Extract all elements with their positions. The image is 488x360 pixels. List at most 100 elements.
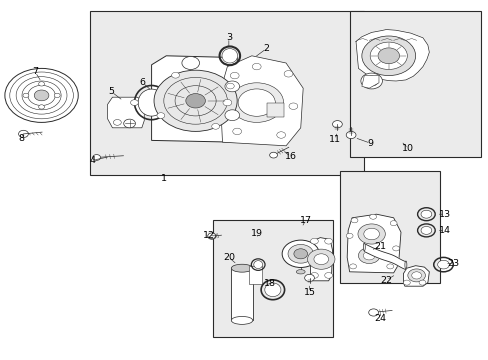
Circle shape: [437, 260, 448, 269]
Circle shape: [332, 121, 342, 128]
Circle shape: [171, 72, 179, 78]
Circle shape: [392, 246, 399, 251]
Circle shape: [288, 103, 297, 109]
Circle shape: [363, 228, 379, 240]
Circle shape: [130, 100, 138, 105]
Circle shape: [411, 272, 421, 279]
Text: 9: 9: [367, 139, 373, 148]
Circle shape: [224, 110, 239, 121]
Polygon shape: [355, 30, 428, 81]
Polygon shape: [231, 268, 252, 320]
Circle shape: [377, 48, 399, 64]
Polygon shape: [107, 97, 144, 128]
Circle shape: [123, 119, 135, 128]
Circle shape: [238, 89, 275, 116]
Polygon shape: [364, 244, 405, 270]
Text: 3: 3: [225, 33, 231, 42]
Ellipse shape: [138, 89, 164, 116]
Circle shape: [93, 154, 101, 160]
Circle shape: [154, 70, 237, 131]
Text: 18: 18: [264, 279, 276, 288]
Text: 20: 20: [223, 253, 234, 262]
Circle shape: [269, 152, 277, 158]
Circle shape: [369, 42, 407, 69]
Text: 6: 6: [140, 78, 145, 87]
Circle shape: [324, 273, 332, 278]
Circle shape: [39, 105, 44, 109]
Circle shape: [230, 72, 239, 79]
Circle shape: [113, 120, 121, 125]
Circle shape: [358, 248, 379, 264]
Circle shape: [350, 218, 357, 223]
Circle shape: [369, 310, 377, 315]
Circle shape: [287, 244, 313, 263]
Text: 4: 4: [90, 156, 96, 165]
Bar: [266, 103, 283, 117]
Text: 22: 22: [380, 276, 391, 284]
Circle shape: [223, 99, 231, 106]
Circle shape: [211, 123, 219, 129]
Polygon shape: [361, 76, 378, 88]
Circle shape: [357, 224, 385, 244]
Ellipse shape: [363, 243, 365, 251]
Ellipse shape: [231, 264, 252, 272]
Circle shape: [23, 93, 29, 98]
Bar: [349, 11, 480, 157]
Circle shape: [5, 68, 78, 122]
Polygon shape: [249, 266, 261, 284]
Circle shape: [346, 131, 355, 139]
Circle shape: [252, 63, 261, 70]
Circle shape: [232, 128, 241, 135]
Circle shape: [224, 81, 239, 92]
Ellipse shape: [264, 283, 280, 297]
Circle shape: [310, 238, 318, 244]
Circle shape: [284, 71, 292, 77]
Circle shape: [229, 83, 283, 122]
Polygon shape: [403, 266, 428, 286]
Circle shape: [304, 274, 314, 282]
Polygon shape: [151, 56, 239, 142]
Text: 23: 23: [447, 259, 459, 268]
Circle shape: [19, 130, 28, 138]
Circle shape: [39, 82, 44, 86]
Bar: [339, 171, 439, 283]
Text: 19: 19: [250, 230, 262, 239]
Circle shape: [207, 234, 215, 239]
Circle shape: [282, 240, 319, 267]
Ellipse shape: [222, 49, 237, 63]
Circle shape: [226, 83, 234, 89]
Text: 12: 12: [203, 231, 214, 240]
Polygon shape: [310, 238, 332, 281]
Circle shape: [54, 93, 60, 98]
Text: 15: 15: [303, 288, 315, 297]
Text: 14: 14: [438, 226, 450, 235]
Text: 5: 5: [108, 87, 114, 96]
Circle shape: [185, 94, 205, 108]
Ellipse shape: [404, 261, 406, 269]
Circle shape: [310, 273, 318, 278]
Circle shape: [364, 76, 378, 86]
Circle shape: [349, 264, 356, 269]
Circle shape: [368, 309, 378, 316]
Circle shape: [418, 280, 425, 285]
Text: 21: 21: [374, 242, 386, 251]
Circle shape: [313, 254, 328, 265]
Circle shape: [157, 113, 164, 118]
Circle shape: [346, 233, 352, 238]
Text: 8: 8: [18, 134, 24, 143]
Circle shape: [407, 269, 425, 282]
Circle shape: [34, 90, 49, 101]
Text: 10: 10: [402, 144, 413, 153]
Ellipse shape: [253, 261, 262, 269]
Polygon shape: [220, 56, 303, 146]
Circle shape: [293, 249, 307, 259]
Polygon shape: [346, 214, 400, 273]
Circle shape: [360, 73, 382, 89]
Circle shape: [386, 264, 393, 269]
Bar: [90, 11, 364, 175]
Circle shape: [369, 214, 376, 219]
Text: 16: 16: [285, 152, 296, 161]
Text: 2: 2: [263, 44, 269, 53]
Text: 13: 13: [438, 210, 450, 219]
Circle shape: [363, 251, 374, 260]
